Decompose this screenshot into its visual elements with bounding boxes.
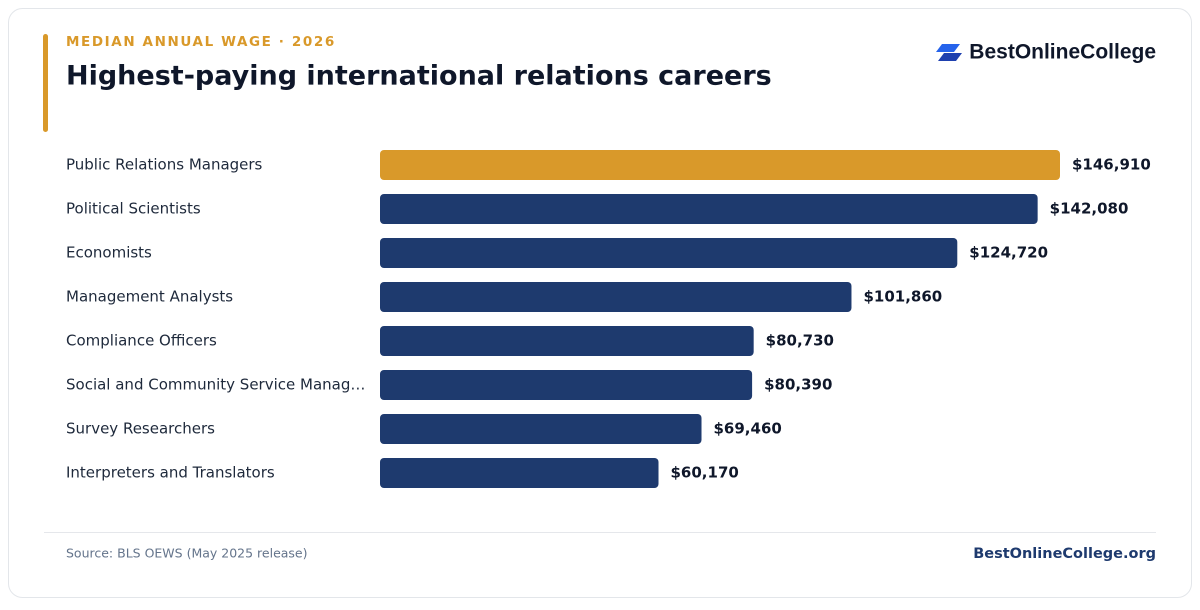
value-label: $142,080 bbox=[1050, 200, 1129, 218]
value-label: $60,170 bbox=[671, 464, 739, 482]
accent-bar bbox=[43, 34, 48, 132]
category-label: Social and Community Service Manag… bbox=[66, 376, 365, 394]
value-label: $80,390 bbox=[764, 376, 832, 394]
bar bbox=[380, 150, 1060, 180]
bar bbox=[380, 238, 958, 268]
category-label: Survey Researchers bbox=[66, 420, 215, 438]
bar bbox=[380, 282, 852, 312]
category-label: Economists bbox=[66, 244, 152, 262]
source: Source: BLS OEWS (May 2025 release) bbox=[66, 546, 308, 561]
bar bbox=[380, 326, 754, 356]
brand: BestOnlineCollege bbox=[969, 41, 1156, 64]
value-label: $146,910 bbox=[1072, 156, 1151, 174]
value-label: $80,730 bbox=[766, 332, 834, 350]
value-label: $69,460 bbox=[714, 420, 782, 438]
category-label: Political Scientists bbox=[66, 200, 201, 218]
footer-brand: BestOnlineCollege.org bbox=[973, 546, 1156, 562]
category-label: Compliance Officers bbox=[66, 332, 217, 350]
bar bbox=[380, 194, 1038, 224]
bar bbox=[380, 414, 702, 444]
category-label: Public Relations Managers bbox=[66, 156, 263, 174]
value-label: $124,720 bbox=[969, 244, 1048, 262]
logo-icon bbox=[936, 44, 962, 61]
value-label: $101,860 bbox=[863, 288, 942, 306]
bar bbox=[380, 458, 659, 488]
chart-title: Highest-paying international relations c… bbox=[66, 61, 772, 92]
bar bbox=[380, 370, 753, 400]
category-label: Management Analysts bbox=[66, 288, 233, 306]
kicker: MEDIAN ANNUAL WAGE · 2026 bbox=[66, 34, 336, 50]
category-label: Interpreters and Translators bbox=[66, 464, 275, 482]
